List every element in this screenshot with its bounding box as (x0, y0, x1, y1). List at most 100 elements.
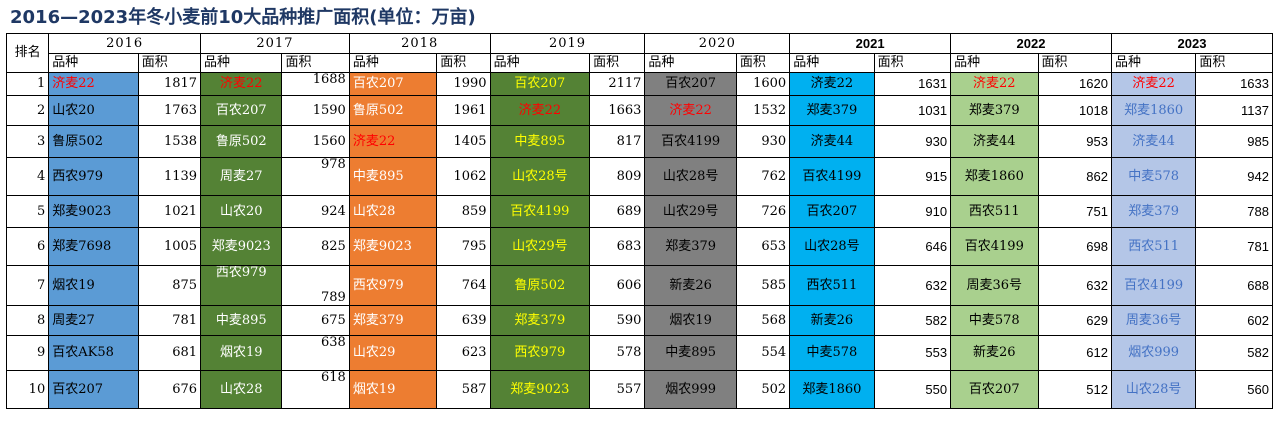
area-cell-2017: 825 (281, 227, 350, 266)
variety-cell-2018: 山农29 (348, 335, 438, 371)
table-row: 4 西农979 1139 周麦27 978 中麦895 1062 山农28号 809 山农28号 7… (5, 157, 1273, 196)
variety-cell-2021: 新麦26 (789, 305, 875, 336)
table-row: 1 济麦22 1817 济麦22 1688 百农207 1990 百农207 2117 百农207… (5, 72, 1273, 96)
area-cell-2018: 764 (436, 265, 491, 306)
area-cell-2016: 1763 (137, 95, 202, 126)
variety-cell-2021: 郑麦379 (789, 95, 875, 126)
variety-cell-2019: 百农207 (489, 72, 591, 96)
area-cell-2019: 817 (589, 125, 646, 158)
variety-cell-2022: 西农511 (950, 195, 1039, 228)
variety-cell-2016: 百农207 (48, 370, 139, 409)
area-cell-2022: 862 (1037, 157, 1112, 196)
area-cell-2023: 942 (1195, 157, 1273, 196)
variety-cell-2020: 百农4199 (644, 125, 737, 158)
year-header-2023: 2023 (1110, 33, 1274, 54)
page-title: 2016—2023年冬小麦前10大品种推广面积(单位：万亩) (10, 7, 476, 28)
area-cell-2018: 859 (436, 195, 491, 228)
year-header-2021: 2021 (789, 33, 952, 54)
area-cell-2023: 985 (1195, 125, 1273, 158)
area-cell-2019: 557 (589, 370, 646, 409)
area-cell-2018: 1405 (436, 125, 491, 158)
variety-cell-2017: 中麦895 (200, 305, 283, 336)
year-header-2020: 2020 (644, 33, 791, 54)
rank-cell: 4 (5, 157, 50, 196)
variety-cell-2019: 西农979 (489, 335, 591, 371)
variety-cell-2016: 西农979 (48, 157, 139, 196)
rank-cell: 1 (5, 72, 50, 96)
rank-cell: 8 (5, 305, 50, 336)
variety-subheader-2020: 品种 (644, 53, 737, 73)
variety-cell-2019: 山农29号 (489, 227, 591, 266)
area-cell-2023: 560 (1195, 370, 1273, 409)
area-cell-2022: 953 (1037, 125, 1112, 158)
area-cell-2017: 1560 (281, 125, 350, 158)
area-cell-2020: 1600 (735, 72, 791, 96)
variety-cell-2018: 鲁原502 (348, 95, 438, 126)
area-cell-2020: 726 (735, 195, 791, 228)
variety-cell-2023: 郑麦379 (1110, 195, 1197, 228)
area-cell-2016: 1021 (137, 195, 202, 228)
area-cell-2021: 646 (873, 227, 952, 266)
variety-subheader-2019: 品种 (489, 53, 591, 73)
year-header-2019: 2019 (489, 33, 646, 54)
area-cell-2017: 675 (281, 305, 350, 336)
variety-cell-2017: 鲁原502 (200, 125, 283, 158)
variety-cell-2018: 山农28 (348, 195, 438, 228)
area-cell-2017: 638 (281, 335, 350, 371)
area-cell-2021: 553 (873, 335, 952, 371)
area-cell-2016: 676 (137, 370, 202, 409)
variety-cell-2018: 济麦22 (348, 125, 438, 158)
area-cell-2017: 1688 (281, 72, 350, 96)
rank-cell: 7 (5, 265, 50, 306)
area-cell-2023: 688 (1195, 265, 1273, 306)
area-cell-2022: 698 (1037, 227, 1112, 266)
area-cell-2016: 1817 (137, 72, 202, 96)
area-cell-2019: 1663 (589, 95, 646, 126)
variety-cell-2022: 新麦26 (950, 335, 1039, 371)
rank-cell: 9 (5, 335, 50, 371)
variety-cell-2019: 鲁原502 (489, 265, 591, 306)
variety-cell-2023: 烟农999 (1110, 335, 1197, 371)
area-cell-2016: 1538 (137, 125, 202, 158)
table-row: 5 郑麦9023 1021 山农20 924 山农28 859 百农4199 689 山农29号 7… (5, 195, 1273, 228)
table-row: 3 鲁原502 1538 鲁原502 1560 济麦22 1405 中麦895 817 百农419… (5, 125, 1273, 158)
area-cell-2022: 612 (1037, 335, 1112, 371)
variety-cell-2022: 郑麦1860 (950, 157, 1039, 196)
variety-cell-2023: 郑麦1860 (1110, 95, 1197, 126)
variety-cell-2019: 济麦22 (489, 95, 591, 126)
rank-header: 排名 (5, 33, 50, 73)
area-cell-2023: 781 (1195, 227, 1273, 266)
variety-cell-2018: 郑麦9023 (348, 227, 438, 266)
year-header-2018: 2018 (348, 33, 491, 54)
area-cell-2019: 689 (589, 195, 646, 228)
rank-cell: 2 (5, 95, 50, 126)
variety-cell-2019: 郑麦9023 (489, 370, 591, 409)
variety-cell-2023: 中麦578 (1110, 157, 1197, 196)
area-cell-2019: 578 (589, 335, 646, 371)
area-cell-2023: 582 (1195, 335, 1273, 371)
variety-cell-2023: 济麦22 (1110, 72, 1197, 96)
variety-cell-2017: 山农28 (200, 370, 283, 409)
year-header-2016: 2016 (48, 33, 202, 54)
variety-cell-2016: 百农AK58 (48, 335, 139, 371)
area-cell-2020: 585 (735, 265, 791, 306)
area-cell-2018: 1961 (436, 95, 491, 126)
variety-cell-2021: 山农28号 (789, 227, 875, 266)
area-cell-2023: 602 (1195, 305, 1273, 336)
area-cell-2021: 582 (873, 305, 952, 336)
area-subheader-2021: 面积 (873, 53, 952, 73)
area-cell-2016: 681 (137, 335, 202, 371)
variety-cell-2018: 百农207 (348, 72, 438, 96)
area-cell-2022: 512 (1037, 370, 1112, 409)
variety-cell-2021: 中麦578 (789, 335, 875, 371)
table-row: 9 百农AK58 681 烟农19 638 山农29 623 西农979 578 中麦895 554… (5, 335, 1273, 371)
table-row: 8 周麦27 781 中麦895 675 郑麦379 639 郑麦379 590 烟农19 568 新… (5, 305, 1273, 336)
variety-cell-2016: 郑麦9023 (48, 195, 139, 228)
area-cell-2021: 910 (873, 195, 952, 228)
table-row: 2 山农20 1763 百农207 1590 鲁原502 1961 济麦22 1663 济麦22 1… (5, 95, 1273, 126)
variety-cell-2018: 郑麦379 (348, 305, 438, 336)
area-cell-2017: 924 (281, 195, 350, 228)
area-cell-2016: 781 (137, 305, 202, 336)
variety-cell-2020: 百农207 (644, 72, 737, 96)
rank-cell: 5 (5, 195, 50, 228)
